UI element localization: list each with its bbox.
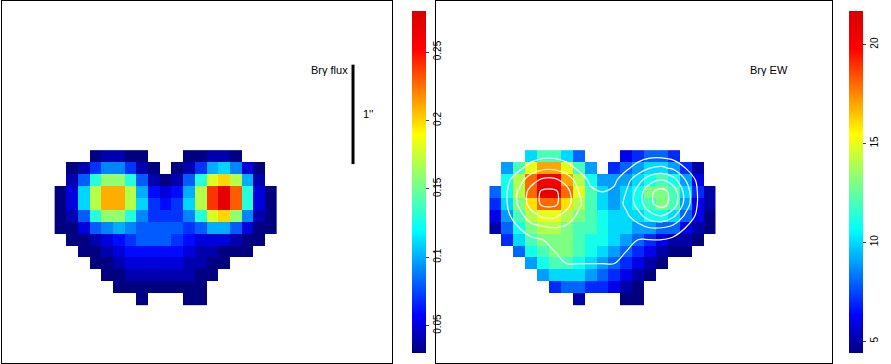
svg-text:20: 20 (869, 37, 880, 49)
svg-text:5: 5 (869, 336, 880, 342)
svg-text:0.15: 0.15 (432, 177, 443, 197)
svg-text:15: 15 (869, 136, 880, 148)
svg-text:10: 10 (869, 235, 880, 247)
svg-text:1'': 1'' (363, 108, 373, 120)
svg-text:Brγ EW: Brγ EW (750, 64, 788, 76)
svg-text:Brγ flux: Brγ flux (311, 64, 348, 76)
svg-text:0.25: 0.25 (432, 40, 443, 60)
svg-text:0.05: 0.05 (432, 314, 443, 334)
svg-text:0.1: 0.1 (432, 248, 443, 262)
svg-text:0.2: 0.2 (432, 112, 443, 126)
